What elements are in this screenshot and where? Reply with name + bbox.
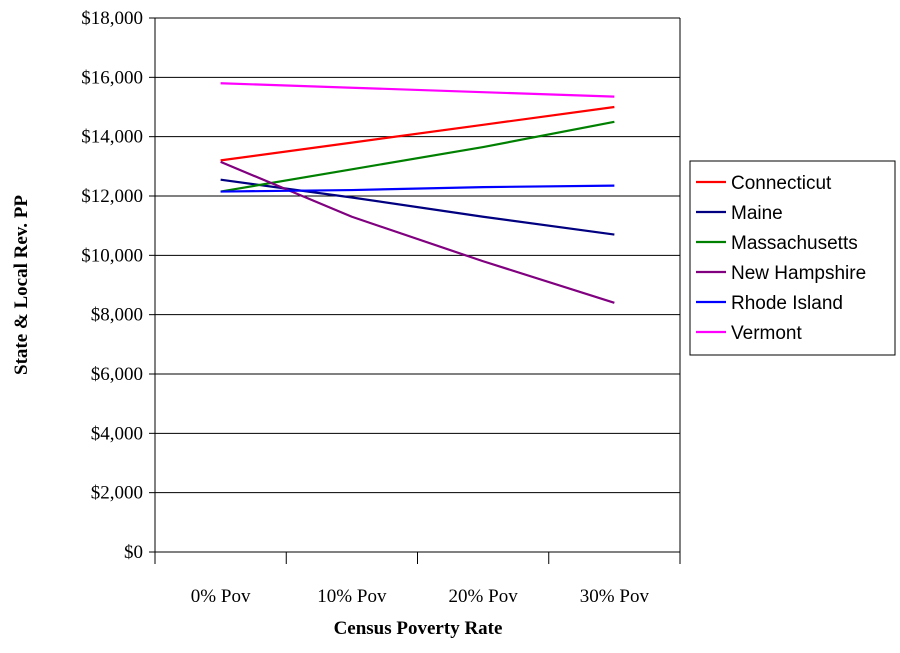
x-tick-label: 10% Pov: [317, 586, 387, 607]
series-line-new-hampshire: [220, 160, 615, 304]
y-tick-label: $4,000: [91, 423, 143, 444]
y-tick-label: $18,000: [81, 8, 143, 29]
legend: Connecticut Maine Massachusetts New Hampshi…: [689, 160, 896, 356]
y-tick-label: $8,000: [91, 305, 143, 326]
legend-label-connecticut: Connecticut: [731, 173, 832, 194]
x-tick-label: 30% Pov: [580, 586, 650, 607]
series-line-massachusetts: [220, 120, 615, 193]
x-axis-title: Census Poverty Rate: [334, 618, 503, 639]
x-tick-label: 20% Pov: [449, 586, 519, 607]
series-line-vermont: [220, 82, 615, 98]
x-tick-label: 0% Pov: [191, 586, 251, 607]
y-tick-label: $2,000: [91, 483, 143, 504]
y-tick-label: $10,000: [81, 245, 143, 266]
legend-label-maine: Maine: [731, 203, 783, 224]
y-axis-title: State & Local Rev. PP: [11, 195, 32, 375]
legend-label-new-hampshire: New Hampshire: [731, 263, 866, 284]
legend-label-rhode-island: Rhode Island: [731, 293, 843, 314]
y-axis-tick-labels: $0 $2,000 $4,000 $6,000 $8,000 $10,000 $12,000…: [81, 8, 143, 563]
y-tick-label: $6,000: [91, 364, 143, 385]
legend-box: [689, 160, 896, 356]
series-lines: [220, 82, 615, 304]
axes: [149, 17, 681, 564]
series-line-connecticut: [220, 105, 615, 162]
y-tick-label: $0: [124, 542, 143, 563]
y-tick-label: $16,000: [81, 67, 143, 88]
series-line-rhode-island: [220, 184, 615, 193]
x-axis-tick-labels: 0% Pov 10% Pov 20% Pov 30% Pov: [191, 586, 650, 607]
grid-lines: [155, 17, 680, 553]
y-tick-label: $12,000: [81, 186, 143, 207]
legend-label-vermont: Vermont: [731, 323, 802, 344]
y-tick-label: $14,000: [81, 127, 143, 148]
legend-label-massachusetts: Massachusetts: [731, 233, 858, 254]
